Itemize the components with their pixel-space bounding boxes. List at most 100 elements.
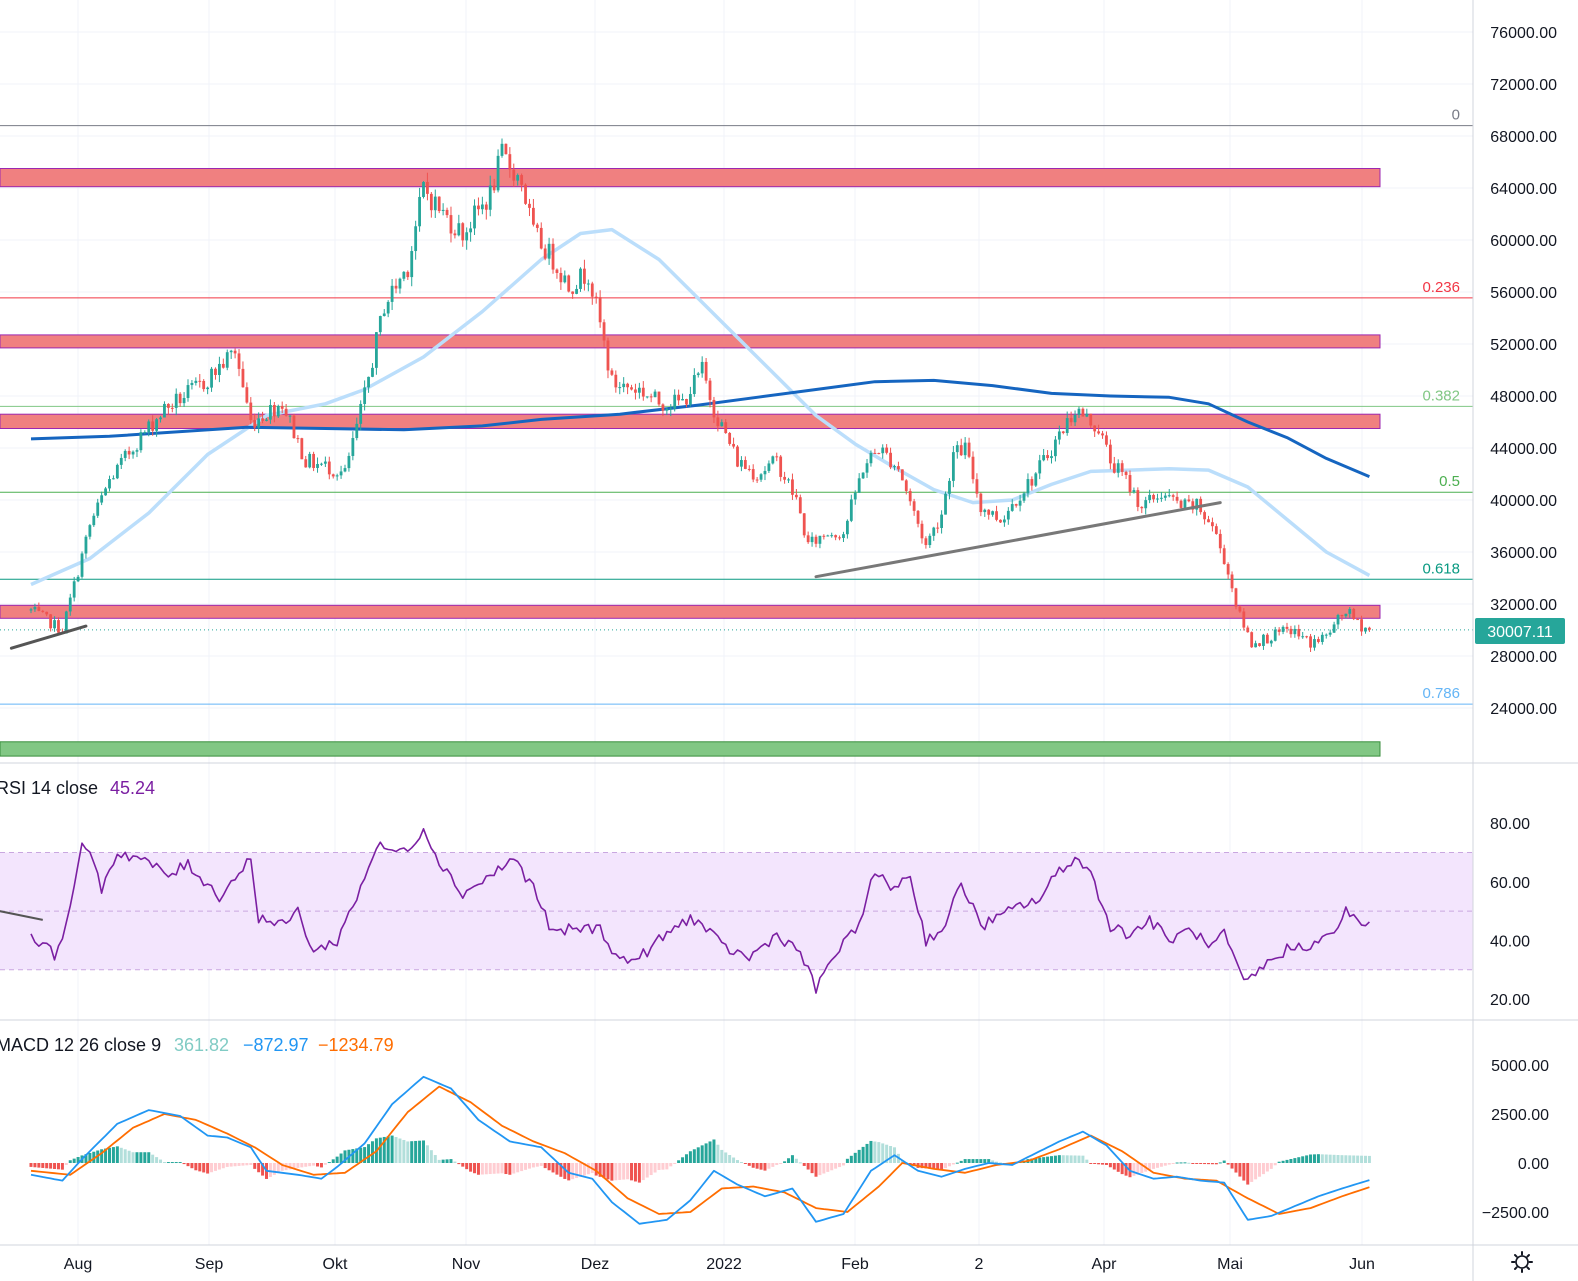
macd-histogram-bar: [111, 1147, 115, 1163]
candle-body: [245, 387, 249, 403]
candle-body: [225, 352, 229, 368]
price-tick-label: 40000.00: [1490, 493, 1557, 510]
macd-histogram-bar: [457, 1163, 461, 1165]
candle-body: [885, 447, 889, 453]
macd-histogram-bar: [932, 1163, 936, 1169]
macd-histogram-bar: [327, 1162, 331, 1164]
macd-histogram-bar: [288, 1163, 292, 1170]
candle-body: [469, 228, 472, 233]
macd-histogram-bar: [790, 1155, 794, 1163]
candle-body: [1277, 629, 1281, 632]
candle-body: [716, 417, 720, 427]
macd-histogram-bar: [221, 1163, 225, 1169]
macd-histogram-bar: [1093, 1163, 1097, 1164]
candle-body: [288, 415, 292, 417]
macd-histogram-bar: [826, 1163, 830, 1172]
candle-body: [602, 322, 606, 341]
time-axis-labels[interactable]: Aug Sep Okt Nov Dez 2022 Feb 2 Apr Mai Jun: [64, 1256, 1375, 1273]
macd-pane[interactable]: MACD 12 26 close 9 361.82 −872.97 −1234.…: [0, 1035, 1371, 1225]
macd-histogram-bar: [1234, 1163, 1238, 1173]
macd-histogram-bar: [261, 1163, 265, 1176]
macd-legend-label: MACD 12 26 close 9: [0, 1035, 161, 1055]
macd-histogram-bar: [1073, 1155, 1077, 1163]
candle-body: [1211, 522, 1214, 527]
settings-gear-icon[interactable]: [1511, 1251, 1533, 1273]
candle-body: [261, 418, 264, 421]
macd-histogram-bar: [873, 1141, 877, 1163]
candle-body: [33, 606, 37, 610]
candle-body: [229, 350, 233, 353]
macd-histogram-bar: [767, 1163, 771, 1169]
rsi-pane[interactable]: RSI 14 close 45.24: [0, 778, 1473, 994]
macd-histogram-bar: [865, 1143, 869, 1163]
macd-histogram-bar: [1273, 1163, 1277, 1166]
candle-body: [496, 155, 500, 191]
candle-body: [755, 479, 759, 481]
candle-body: [1203, 512, 1206, 520]
candle-body: [908, 490, 912, 502]
macd-axis-ticks[interactable]: 5000.00 2500.00 0.00 −2500.00: [1482, 1058, 1549, 1222]
macd-histogram-bar: [712, 1139, 716, 1163]
candle-body: [1313, 639, 1316, 648]
candle-body: [547, 243, 551, 259]
candle-body: [575, 288, 578, 294]
macd-histogram-bar: [64, 1163, 68, 1165]
price-pane[interactable]: 0 0.236 0.382 0.5 0.618 0.786: [0, 107, 1473, 757]
macd-histogram-bar: [908, 1163, 912, 1165]
macd-histogram-bar: [630, 1163, 634, 1181]
candle-body: [586, 283, 590, 285]
macd-histogram-bar: [967, 1159, 971, 1163]
macd-histogram-bar: [665, 1163, 669, 1170]
macd-histogram-bar: [1116, 1163, 1120, 1172]
macd-histogram-bar: [979, 1159, 983, 1163]
macd-histogram-bar: [543, 1163, 547, 1169]
candle-body: [233, 350, 237, 354]
macd-histogram-bar: [1289, 1158, 1293, 1163]
macd-tick-label: −2500.00: [1482, 1205, 1549, 1222]
macd-histogram-bar: [1254, 1163, 1258, 1180]
candle-body: [433, 196, 437, 211]
candle-body: [983, 509, 987, 513]
candle-body: [747, 468, 751, 470]
macd-histogram-bar: [45, 1163, 49, 1169]
candle-body: [861, 472, 865, 479]
macd-histogram-bar: [1112, 1163, 1116, 1170]
macd-histogram-bar: [618, 1163, 622, 1180]
price-tick-label: 64000.00: [1490, 181, 1557, 198]
candle-body: [257, 418, 261, 428]
macd-histogram-bar: [755, 1163, 759, 1169]
macd-histogram-bar: [1108, 1163, 1112, 1168]
time-axis-label: Sep: [195, 1256, 224, 1273]
macd-histogram-bar: [787, 1158, 791, 1163]
macd-histogram-bar: [1316, 1154, 1320, 1163]
candle-body: [249, 402, 253, 421]
candle-body: [834, 535, 838, 538]
candle-body: [677, 394, 681, 401]
macd-histogram-bar: [732, 1157, 736, 1163]
candle-body: [449, 215, 453, 234]
candle-body: [516, 175, 520, 181]
macd-histogram-bar: [1258, 1163, 1262, 1177]
candle-body: [1152, 494, 1155, 500]
candle-body: [64, 611, 68, 634]
candle-body: [641, 387, 645, 397]
macd-histogram-bar: [135, 1152, 139, 1163]
macd-histogram-bar: [1332, 1154, 1336, 1163]
candle-body: [806, 535, 810, 543]
rsi-axis-ticks[interactable]: 80.00 60.00 40.00 20.00: [1490, 816, 1530, 1009]
macd-histogram-bar: [1242, 1163, 1246, 1181]
last-price-tag: 30007.11: [1475, 618, 1565, 644]
macd-histogram-bar: [877, 1142, 881, 1163]
macd-histogram-bar: [147, 1152, 151, 1163]
candle-body: [210, 368, 213, 388]
macd-histogram-bar: [476, 1163, 480, 1175]
candle-body: [143, 432, 147, 434]
price-axis-ticks[interactable]: 76000.00 72000.00 68000.00 64000.00 60000.00…: [1490, 25, 1557, 718]
candle-body: [849, 499, 853, 521]
candle-body: [418, 196, 421, 227]
candle-body: [1230, 574, 1234, 589]
price-tick-label: 56000.00: [1490, 285, 1557, 302]
macd-histogram-bar: [861, 1146, 865, 1163]
macd-histogram-bar: [359, 1147, 363, 1163]
